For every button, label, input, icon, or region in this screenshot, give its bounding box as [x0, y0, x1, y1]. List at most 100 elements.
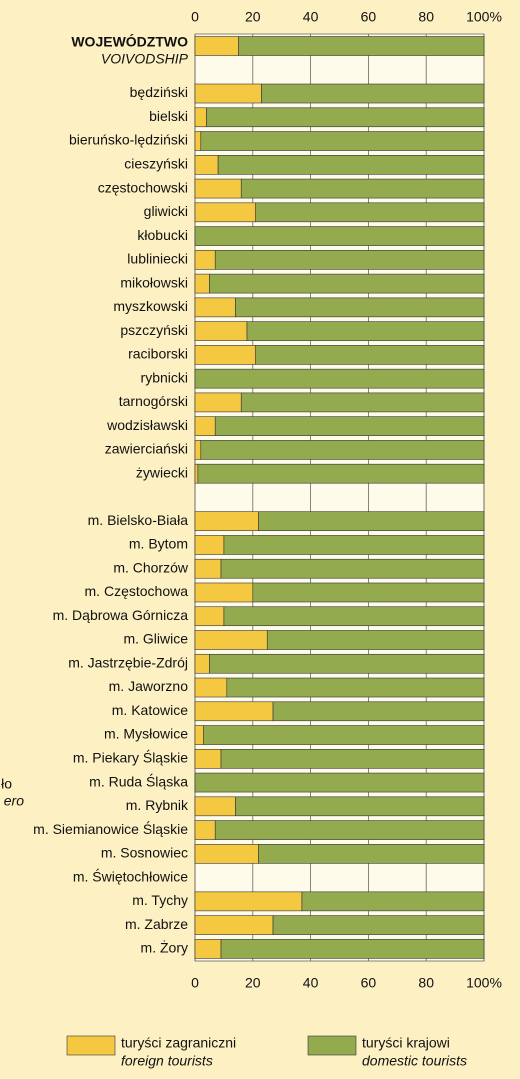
category-label: rybnicki [141, 369, 188, 385]
category-label: częstochowski [98, 179, 188, 195]
category-label: m. Siemianowice Śląskie [33, 820, 188, 837]
x-tick-label: 60 [361, 975, 377, 991]
category-label: WOJEWÓDZTWO [71, 33, 188, 50]
bar-segment [203, 725, 485, 745]
category-subtitle: VOIVODSHIP [101, 51, 189, 67]
category-label: bieruńsko-lędziński [69, 132, 188, 148]
category-label: m. Sosnowiec [101, 845, 188, 861]
bar-segment [194, 558, 222, 579]
bar-segment [209, 273, 485, 294]
category-label: bielski [149, 108, 188, 124]
bar-segment [194, 321, 248, 341]
bar-segment [235, 297, 485, 318]
category-label: żywiecki [136, 464, 188, 480]
x-tick-label: 20 [245, 975, 261, 991]
x-tick-label: 40 [303, 975, 319, 991]
bar-segment [194, 653, 210, 674]
bar-segment [194, 582, 254, 603]
annotation: ero [4, 793, 24, 809]
bar-segment [214, 250, 485, 270]
bar-segment [194, 606, 225, 627]
bar-segment [194, 463, 199, 484]
category-label: myszkowski [113, 298, 188, 314]
bar-segment [258, 511, 485, 532]
bar-segment [200, 131, 485, 151]
bar-segment [194, 178, 242, 199]
x-tick-label: 100% [466, 9, 502, 25]
category-label: cieszyński [124, 156, 188, 172]
bar-segment [223, 535, 485, 555]
bar-segment [194, 226, 485, 246]
x-tick-label: 100% [466, 975, 502, 991]
category-label: m. Bielsko-Biała [88, 512, 189, 528]
category-label: m. Piekary Śląskie [73, 749, 188, 766]
category-label: lubliniecki [127, 251, 188, 267]
category-label: m. Żory [141, 939, 188, 956]
bar-segment [194, 392, 242, 413]
bar-segment [194, 83, 262, 104]
bar-segment [194, 677, 228, 698]
bar-segment [272, 915, 485, 935]
category-label: mikołowski [120, 274, 188, 290]
bar-segment [200, 440, 485, 460]
bar-segment [194, 440, 202, 460]
bar-segment [255, 202, 485, 223]
legend-label: domestic tourists [362, 1053, 467, 1069]
bar-segment [206, 107, 485, 128]
bar-segment [240, 392, 485, 413]
bar-segment [194, 511, 259, 532]
legend-label: turyści zagraniczni [121, 1035, 236, 1051]
category-label: m. Tychy [132, 892, 188, 908]
x-tick-label: 40 [303, 9, 319, 25]
category-label: raciborski [128, 346, 188, 362]
legend-label: foreign tourists [121, 1053, 213, 1069]
category-label: m. Częstochowa [85, 583, 189, 599]
bar-segment [194, 416, 216, 436]
bar-segment [194, 630, 268, 650]
bar-segment [194, 535, 225, 555]
category-label: m. Katowice [112, 702, 188, 718]
bar-segment [226, 677, 485, 698]
category-label: tarnogórski [119, 393, 188, 409]
annotation: ło [1, 776, 12, 792]
category-label: m. Świętochłowice [73, 867, 188, 884]
bar-segment [214, 416, 485, 436]
bar-segment [194, 844, 259, 864]
category-label: m. Chorzów [113, 559, 189, 575]
category-label: wodzisławski [106, 417, 188, 433]
bar-segment [214, 820, 485, 840]
bar-segment [301, 891, 485, 912]
bar-segment [220, 939, 485, 959]
category-label: m. Mysłowice [104, 726, 188, 742]
bar-segment [194, 748, 222, 769]
bar-segment [197, 463, 485, 484]
bar-segment [235, 796, 485, 817]
bar-segment [194, 273, 210, 294]
x-tick-label: 0 [191, 9, 199, 25]
category-label: m. Bytom [129, 536, 188, 552]
bar-segment [223, 606, 485, 627]
bar-segment [194, 915, 274, 935]
bar-segment [209, 653, 485, 674]
bar-segment [194, 250, 216, 270]
category-label: będziński [130, 84, 188, 100]
x-tick-label: 20 [245, 9, 261, 25]
category-label: m. Zabrze [125, 916, 188, 932]
category-label: m. Rybnik [126, 797, 189, 813]
x-tick-label: 80 [418, 975, 434, 991]
bar-segment [255, 345, 485, 365]
x-tick-label: 60 [361, 9, 377, 25]
bar-segment [258, 844, 485, 864]
category-label: m. Gliwice [123, 631, 188, 647]
bar-segment [194, 297, 236, 318]
bar-segment [194, 891, 303, 912]
category-label: zawierciański [105, 441, 188, 457]
category-label: m. Ruda Śląska [89, 772, 188, 789]
bar-segment [246, 321, 485, 341]
legend-swatch [66, 1035, 116, 1056]
bar-segment [194, 107, 207, 128]
bar-segment [194, 701, 274, 722]
category-label: m. Jastrzębie-Zdrój [68, 654, 188, 670]
bar-segment [266, 630, 485, 650]
